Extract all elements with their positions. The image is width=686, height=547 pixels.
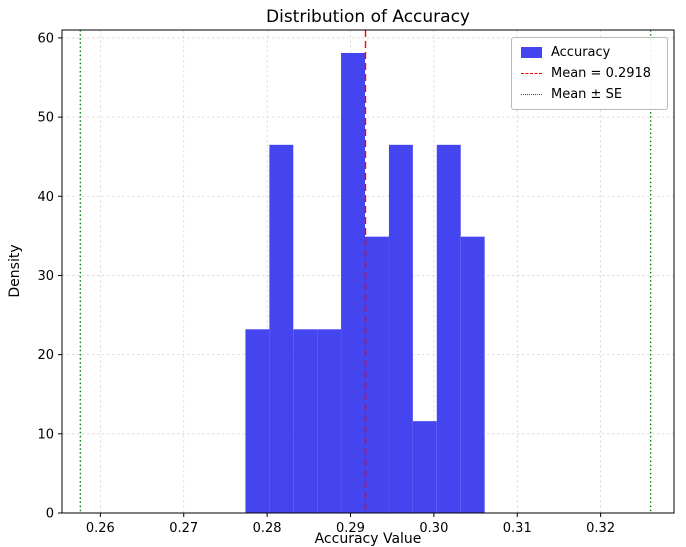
x-axis-label: Accuracy Value [314, 531, 422, 547]
histogram-bar [269, 144, 294, 514]
x-tick-label: 0.27 [169, 521, 198, 536]
histogram-bar [341, 52, 365, 514]
chart-title: Distribution of Accuracy [266, 7, 470, 27]
y-tick-label: 20 [37, 348, 54, 363]
histogram-bar [317, 329, 342, 513]
histogram-bar [364, 236, 389, 514]
y-tick-label: 50 [37, 111, 54, 126]
y-axis-label: Density [7, 244, 23, 298]
y-tick-label: 0 [46, 507, 54, 522]
histogram-bar [412, 421, 437, 513]
legend-item: Accuracy [521, 46, 658, 59]
y-tick-label: 40 [37, 190, 54, 205]
y-tick-label: 60 [37, 31, 54, 46]
legend-swatch-dashed-line [521, 73, 542, 74]
legend-swatch-patch [521, 47, 542, 58]
histogram-bar [245, 329, 270, 513]
legend-item-label: Mean = 0.2918 [551, 66, 652, 81]
x-tick-label: 0.26 [86, 521, 115, 536]
x-tick-label: 0.32 [586, 521, 615, 536]
legend: Accuracy Mean = 0.2918 Mean ± SE [511, 37, 668, 110]
histogram-bar [436, 144, 461, 514]
histogram-bar [460, 236, 485, 514]
legend-swatch-dotted-line [521, 94, 542, 95]
legend-item-label: Mean ± SE [551, 87, 623, 102]
x-tick-label: 0.29 [336, 521, 365, 536]
legend-item: Mean = 0.2918 [521, 67, 658, 80]
histogram-bar [293, 329, 318, 513]
y-tick-label: 30 [37, 269, 54, 284]
axes-frame [61, 29, 675, 514]
x-tick-label: 0.30 [419, 521, 448, 536]
histogram-bar [388, 144, 413, 514]
y-tick-label: 10 [37, 427, 54, 442]
legend-item: Mean ± SE [521, 88, 658, 101]
x-tick-label: 0.31 [503, 521, 532, 536]
legend-item-label: Accuracy [551, 45, 611, 60]
x-tick-label: 0.28 [253, 521, 282, 536]
